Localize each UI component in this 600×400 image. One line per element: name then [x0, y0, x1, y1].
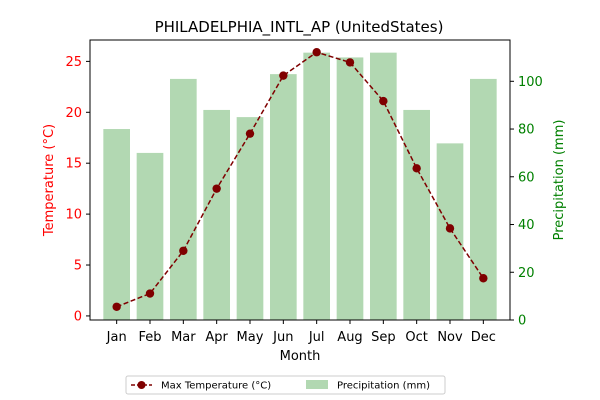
temperature-point [345, 58, 355, 67]
x-tick-label: Jan [106, 330, 127, 345]
x-tick-label: Oct [405, 330, 427, 345]
right-axis-ticks: 0 20 40 60 80 100 [510, 75, 543, 329]
x-axis-ticks: Jan Feb Mar Apr May Jun Jul Aug Sep Oct Nov Dec [106, 320, 496, 345]
temperature-point [112, 302, 121, 311]
temperature-line-path [116, 51, 484, 308]
left-axis-ticks: 0 5 10 15 20 25 [65, 55, 90, 324]
left-tick-label: 0 [74, 309, 82, 324]
precipitation-bar [303, 52, 330, 321]
left-tick-label: 5 [74, 259, 82, 274]
legend-temperature-label: Max Temperature (°C) [161, 381, 271, 392]
left-tick-label: 20 [65, 106, 82, 121]
plot-frame [89, 39, 511, 321]
precipitation-bar [236, 117, 264, 321]
right-axis-label: Precipitation (mm) [552, 120, 567, 241]
x-tick-label: Jun [272, 330, 293, 345]
right-tick-label: 40 [518, 218, 535, 233]
precipitation-bar [270, 74, 297, 320]
x-tick-label: Sep [371, 330, 396, 345]
legend-bar-swatch [306, 380, 328, 389]
chart-title: PHILADELPHIA_INTL_AP (UnitedStates) [155, 18, 444, 37]
right-tick-label: 100 [518, 75, 543, 90]
legend: Max Temperature (°C) Precipitation (mm) [125, 375, 446, 395]
x-tick-label: Mar [171, 330, 196, 345]
precipitation-bar [336, 57, 364, 320]
temperature-point [179, 246, 188, 255]
temperature-line [112, 48, 488, 311]
precipitation-bar [203, 109, 230, 320]
x-tick-label: Aug [337, 330, 362, 345]
x-axis-label: Month [280, 349, 321, 364]
right-tick-label: 0 [518, 314, 526, 329]
x-tick-label: May [237, 330, 264, 345]
precipitation-bar [403, 109, 430, 320]
temperature-point [312, 48, 321, 57]
x-tick-label: Feb [138, 330, 161, 345]
left-tick-label: 15 [65, 157, 82, 172]
precipitation-bar [103, 129, 130, 320]
temperature-point [379, 96, 388, 106]
axes [89, 39, 511, 321]
temperature-point [412, 164, 421, 173]
legend-precipitation-label: Precipitation (mm) [337, 381, 430, 392]
temperature-point [479, 274, 488, 283]
x-tick-label: Apr [205, 330, 228, 345]
left-tick-label: 10 [65, 208, 82, 223]
x-tick-label: Nov [437, 330, 463, 345]
temperature-point [212, 184, 221, 193]
x-tick-label: Jul [308, 330, 325, 345]
right-tick-label: 80 [518, 123, 535, 138]
precipitation-bars [103, 52, 497, 321]
left-axis-label: Temperature (°C) [42, 124, 57, 237]
legend-frame [125, 375, 446, 395]
temperature-point [145, 289, 155, 298]
right-tick-label: 20 [518, 266, 535, 281]
precipitation-bar [470, 78, 497, 320]
temperature-point [245, 129, 255, 138]
left-tick-label: 25 [65, 55, 82, 70]
x-tick-label: Dec [471, 330, 496, 345]
legend-marker-swatch [137, 381, 146, 389]
precipitation-bar [170, 78, 197, 320]
temperature-point [445, 224, 455, 233]
temperature-point [279, 71, 288, 80]
precipitation-bar [370, 52, 397, 321]
right-tick-label: 60 [518, 170, 535, 185]
